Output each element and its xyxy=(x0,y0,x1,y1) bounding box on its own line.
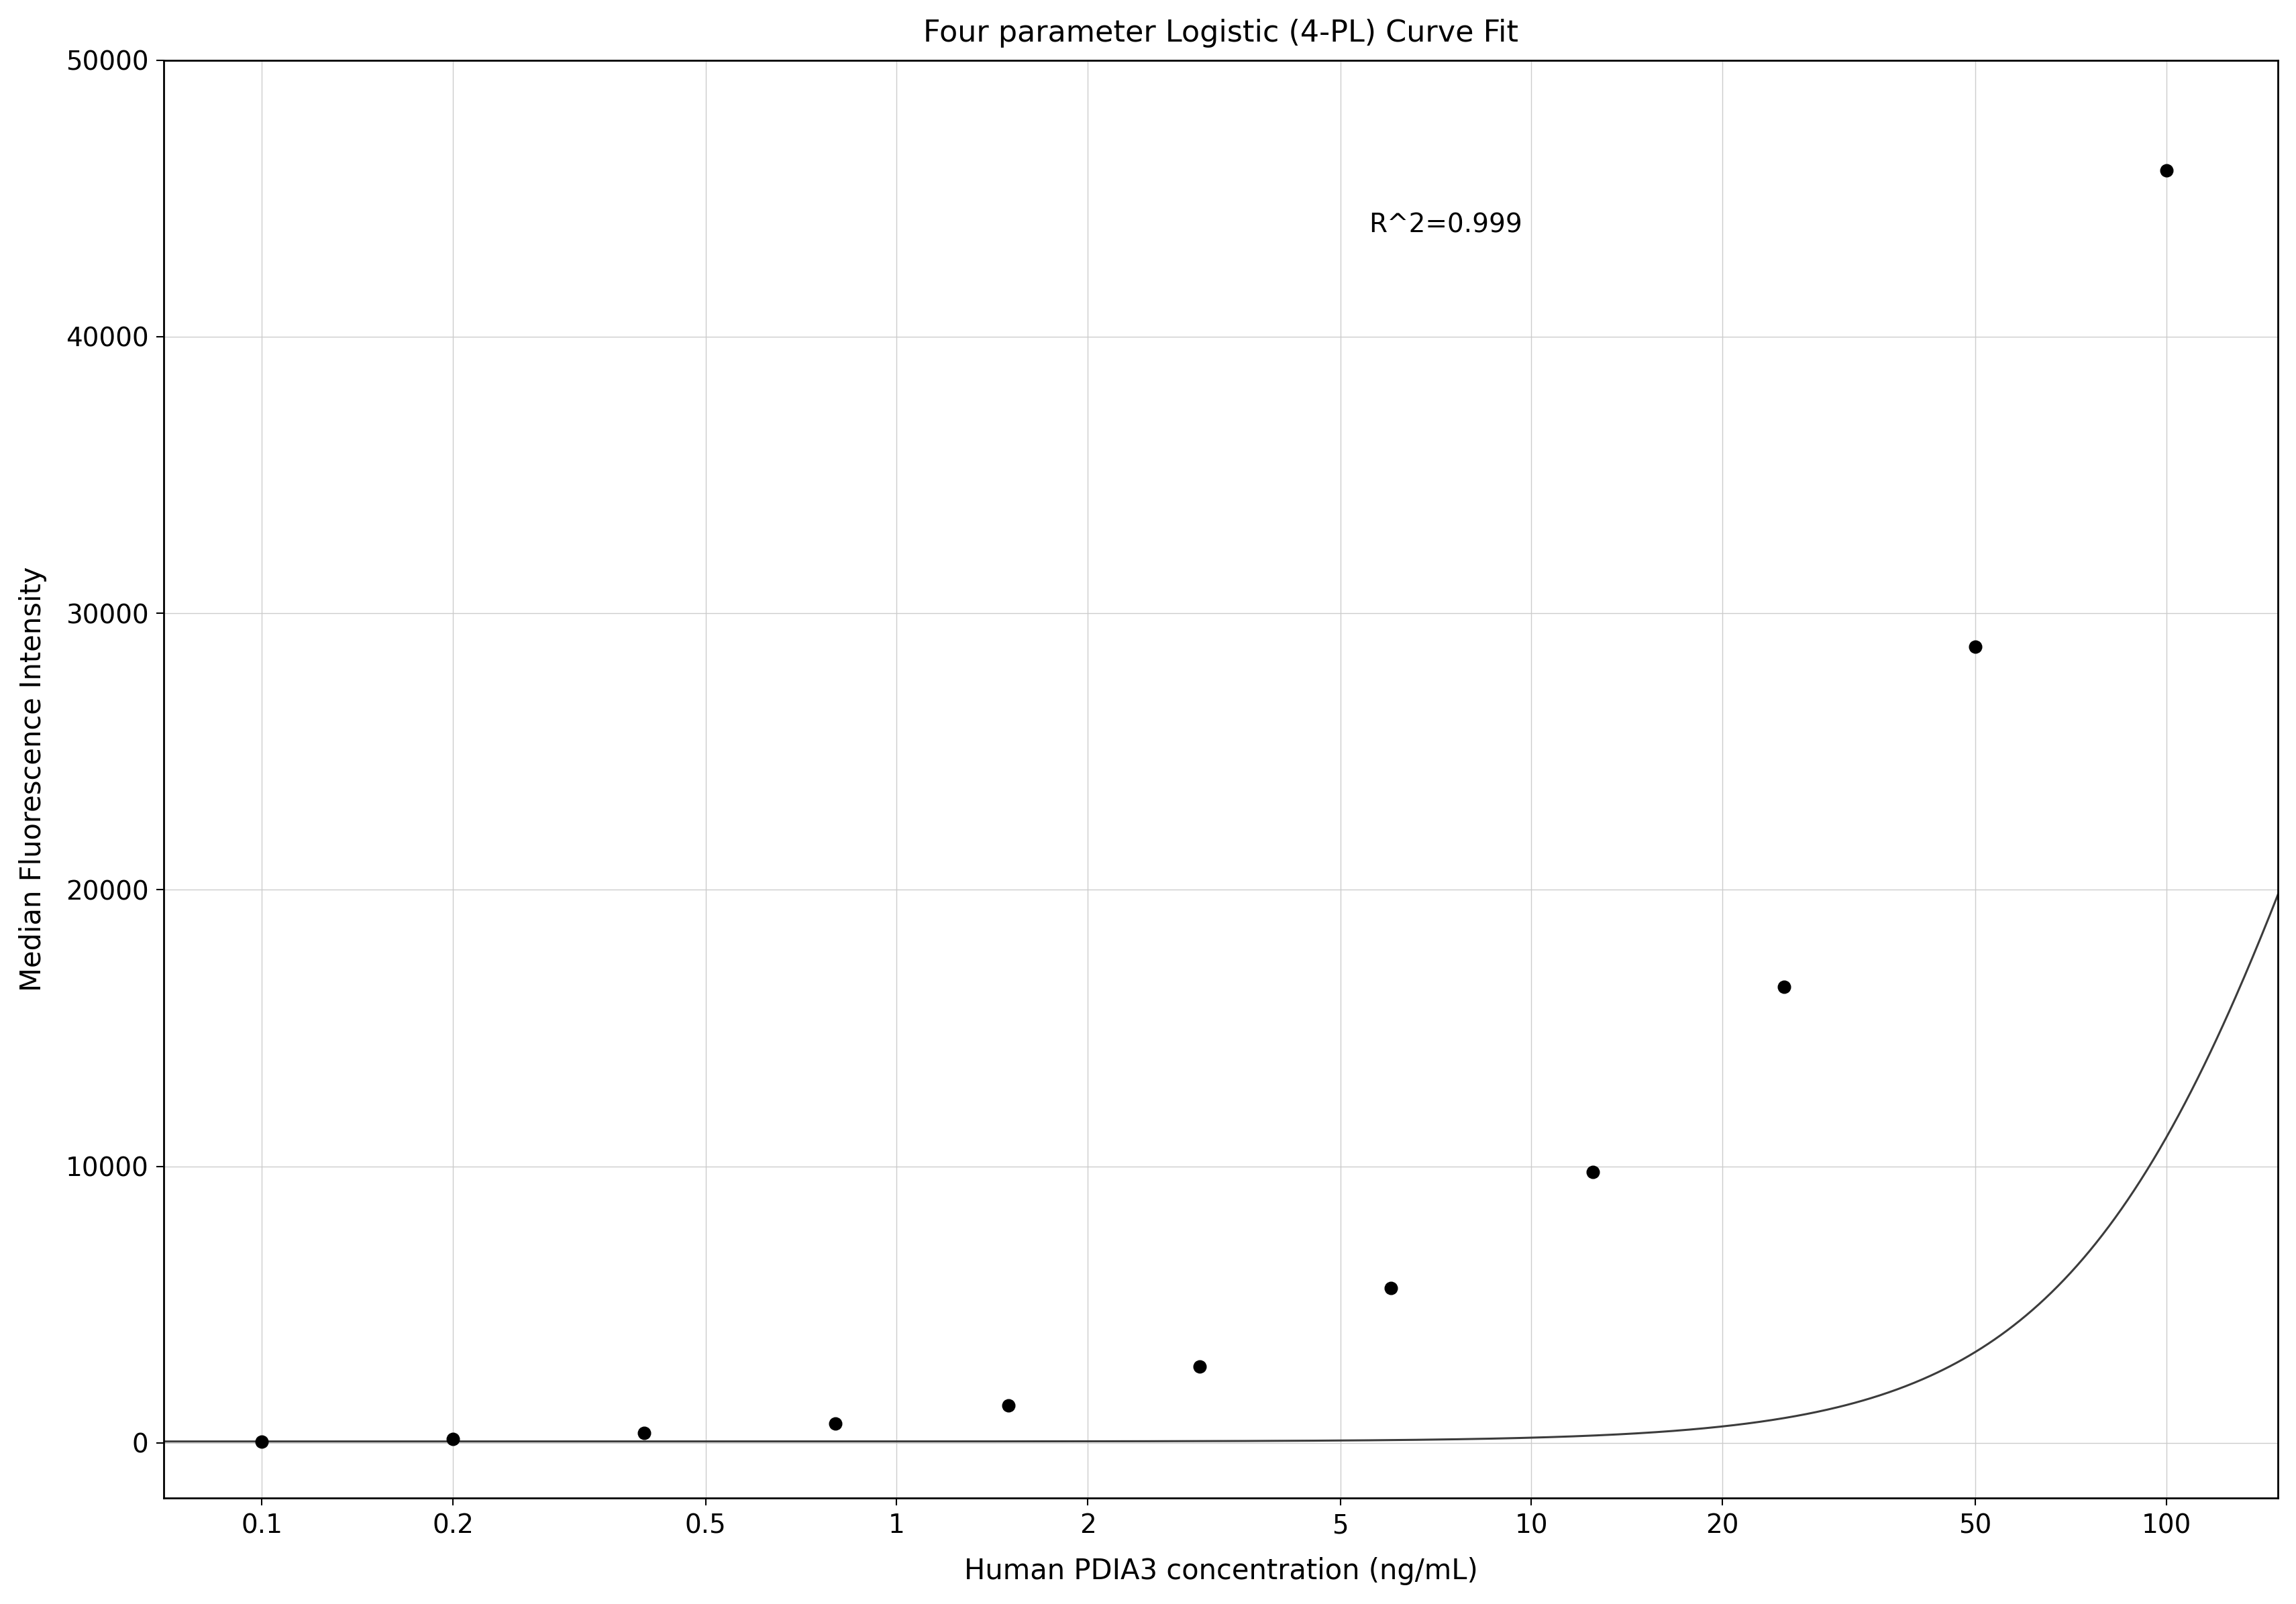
Point xyxy=(243,1429,280,1455)
Point xyxy=(1956,634,1993,659)
Point xyxy=(1180,1354,1217,1379)
Point xyxy=(1766,974,1802,999)
Point xyxy=(625,1420,661,1445)
Point xyxy=(990,1392,1026,1418)
Point xyxy=(817,1410,854,1436)
Point xyxy=(434,1426,471,1452)
Title: Four parameter Logistic (4-PL) Curve Fit: Four parameter Logistic (4-PL) Curve Fit xyxy=(923,19,1518,48)
Point xyxy=(1575,1160,1612,1185)
Text: R^2=0.999: R^2=0.999 xyxy=(1368,212,1522,237)
Point xyxy=(1371,1275,1407,1301)
Y-axis label: Median Fluorescence Intensity: Median Fluorescence Intensity xyxy=(18,566,46,991)
X-axis label: Human PDIA3 concentration (ng/mL): Human PDIA3 concentration (ng/mL) xyxy=(964,1557,1476,1585)
Point xyxy=(2147,157,2183,183)
